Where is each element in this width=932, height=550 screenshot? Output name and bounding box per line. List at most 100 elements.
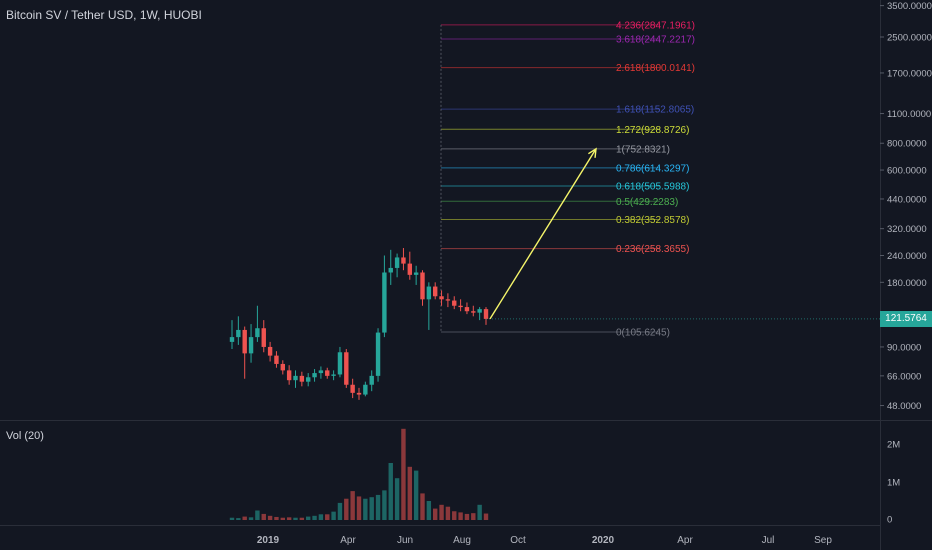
- volume-bar: [337, 502, 343, 520]
- candle-body: [255, 328, 260, 338]
- volume-bar: [407, 466, 412, 520]
- volume-bar: [445, 506, 451, 520]
- last-price-badge: 121.5764: [880, 311, 932, 327]
- candle-body: [452, 300, 457, 306]
- candle-body: [280, 363, 285, 371]
- x-tick-label: Oct: [510, 535, 526, 546]
- volume-tick-label: 1M: [887, 478, 900, 489]
- volume-bar: [401, 428, 406, 520]
- candle-body: [299, 375, 305, 382]
- candle-body: [382, 272, 387, 333]
- volume-bar: [274, 516, 279, 520]
- x-tick-label: Apr: [677, 535, 693, 546]
- candle-body: [286, 370, 292, 381]
- candle-body: [242, 329, 247, 354]
- fib-retracement: 0(105.6245) 0.236(258.3655) 0.382(352.8578…: [440, 20, 695, 339]
- candle-body: [248, 337, 254, 354]
- volume-bar: [452, 511, 457, 520]
- volume-bar: [413, 470, 419, 520]
- candle-body: [306, 377, 311, 382]
- x-tick-label: Jul: [762, 535, 775, 546]
- volume-bar: [439, 504, 444, 520]
- volume-series: [229, 428, 489, 520]
- volume-bar: [426, 501, 432, 520]
- volume-bar: [267, 515, 273, 520]
- y-tick-label: 2500.0000: [887, 32, 932, 43]
- candle-body: [439, 296, 444, 300]
- candle-body: [413, 272, 419, 275]
- fib-level-label: 0(105.6245): [616, 328, 670, 339]
- volume-bar: [312, 515, 317, 520]
- candle-body: [445, 299, 451, 301]
- candle-body: [394, 257, 400, 268]
- volume-tick-label: 0: [887, 515, 892, 526]
- volume-bar: [420, 493, 425, 520]
- x-tick-label: Aug: [453, 535, 471, 546]
- fib-level-label: 0.382(352.8578): [616, 215, 689, 226]
- volume-bar: [306, 516, 311, 520]
- volume-bar: [286, 517, 292, 520]
- volume-bar: [280, 517, 285, 520]
- x-tick-label: 2019: [257, 535, 280, 546]
- projection-arrow-head: [588, 147, 597, 158]
- volume-bar: [356, 496, 362, 520]
- candle-body: [312, 373, 317, 378]
- fib-level-label: 1.272(928.8726): [616, 125, 689, 136]
- candle-body: [325, 370, 330, 376]
- fib-level-label: 2.618(1800.0141): [616, 63, 695, 74]
- candle-body: [356, 392, 362, 395]
- fib-level-label: 0.5(429.2283): [616, 197, 678, 208]
- candle-body: [471, 311, 476, 313]
- candle-body: [274, 355, 279, 364]
- y-tick-label: 1700.0000: [887, 68, 932, 79]
- candle-body: [464, 307, 470, 312]
- volume-bar: [483, 513, 489, 520]
- candle-body: [337, 352, 343, 375]
- volume-bar: [464, 513, 470, 520]
- candle-body: [433, 286, 438, 297]
- volume-bar: [344, 498, 349, 520]
- fib-level-label: 0.786(614.3297): [616, 163, 689, 174]
- volume-bar: [388, 463, 393, 520]
- candle-body: [236, 329, 241, 338]
- volume-tick-label: 2M: [887, 440, 900, 451]
- volume-bar: [248, 517, 254, 520]
- candle-body: [331, 374, 336, 376]
- candle-body: [229, 337, 235, 342]
- volume-bar: [255, 510, 260, 520]
- y-tick-label: 320.0000: [887, 224, 927, 235]
- y-tick-label: 800.0000: [887, 139, 927, 150]
- volume-bar: [471, 513, 476, 520]
- volume-bar: [433, 508, 438, 520]
- fib-level-label: 4.236(2847.1961): [616, 20, 695, 31]
- volume-bar: [369, 497, 374, 520]
- x-tick-label: Sep: [814, 535, 832, 546]
- projection-arrow: [489, 147, 597, 320]
- projection-arrow-line: [489, 148, 597, 320]
- fib-level-label: 1.618(1152.8065): [616, 105, 694, 116]
- candle-body: [458, 305, 463, 308]
- candle-body: [477, 309, 482, 313]
- candlestick-series: [229, 248, 880, 400]
- y-tick-label: 240.0000: [887, 251, 927, 262]
- candle-body: [375, 332, 381, 376]
- volume-bar: [382, 490, 387, 520]
- volume-bar: [350, 491, 355, 520]
- candle-body: [401, 257, 406, 264]
- volume-bar: [293, 517, 298, 520]
- volume-bar: [363, 498, 368, 520]
- fib-level-label: 3.618(2447.2217): [616, 34, 695, 45]
- x-tick-label: 2020: [592, 535, 615, 546]
- candle-body: [388, 267, 393, 273]
- y-tick-label: 600.0000: [887, 166, 927, 177]
- y-tick-label: 1100.0000: [887, 109, 931, 120]
- candle-body: [363, 384, 368, 395]
- y-tick-label: 180.0000: [887, 278, 927, 289]
- volume-bar: [394, 478, 400, 520]
- candle-body: [369, 375, 374, 385]
- candle-body: [420, 272, 425, 300]
- volume-bar: [318, 514, 324, 520]
- y-tick-label: 48.0000: [887, 401, 921, 412]
